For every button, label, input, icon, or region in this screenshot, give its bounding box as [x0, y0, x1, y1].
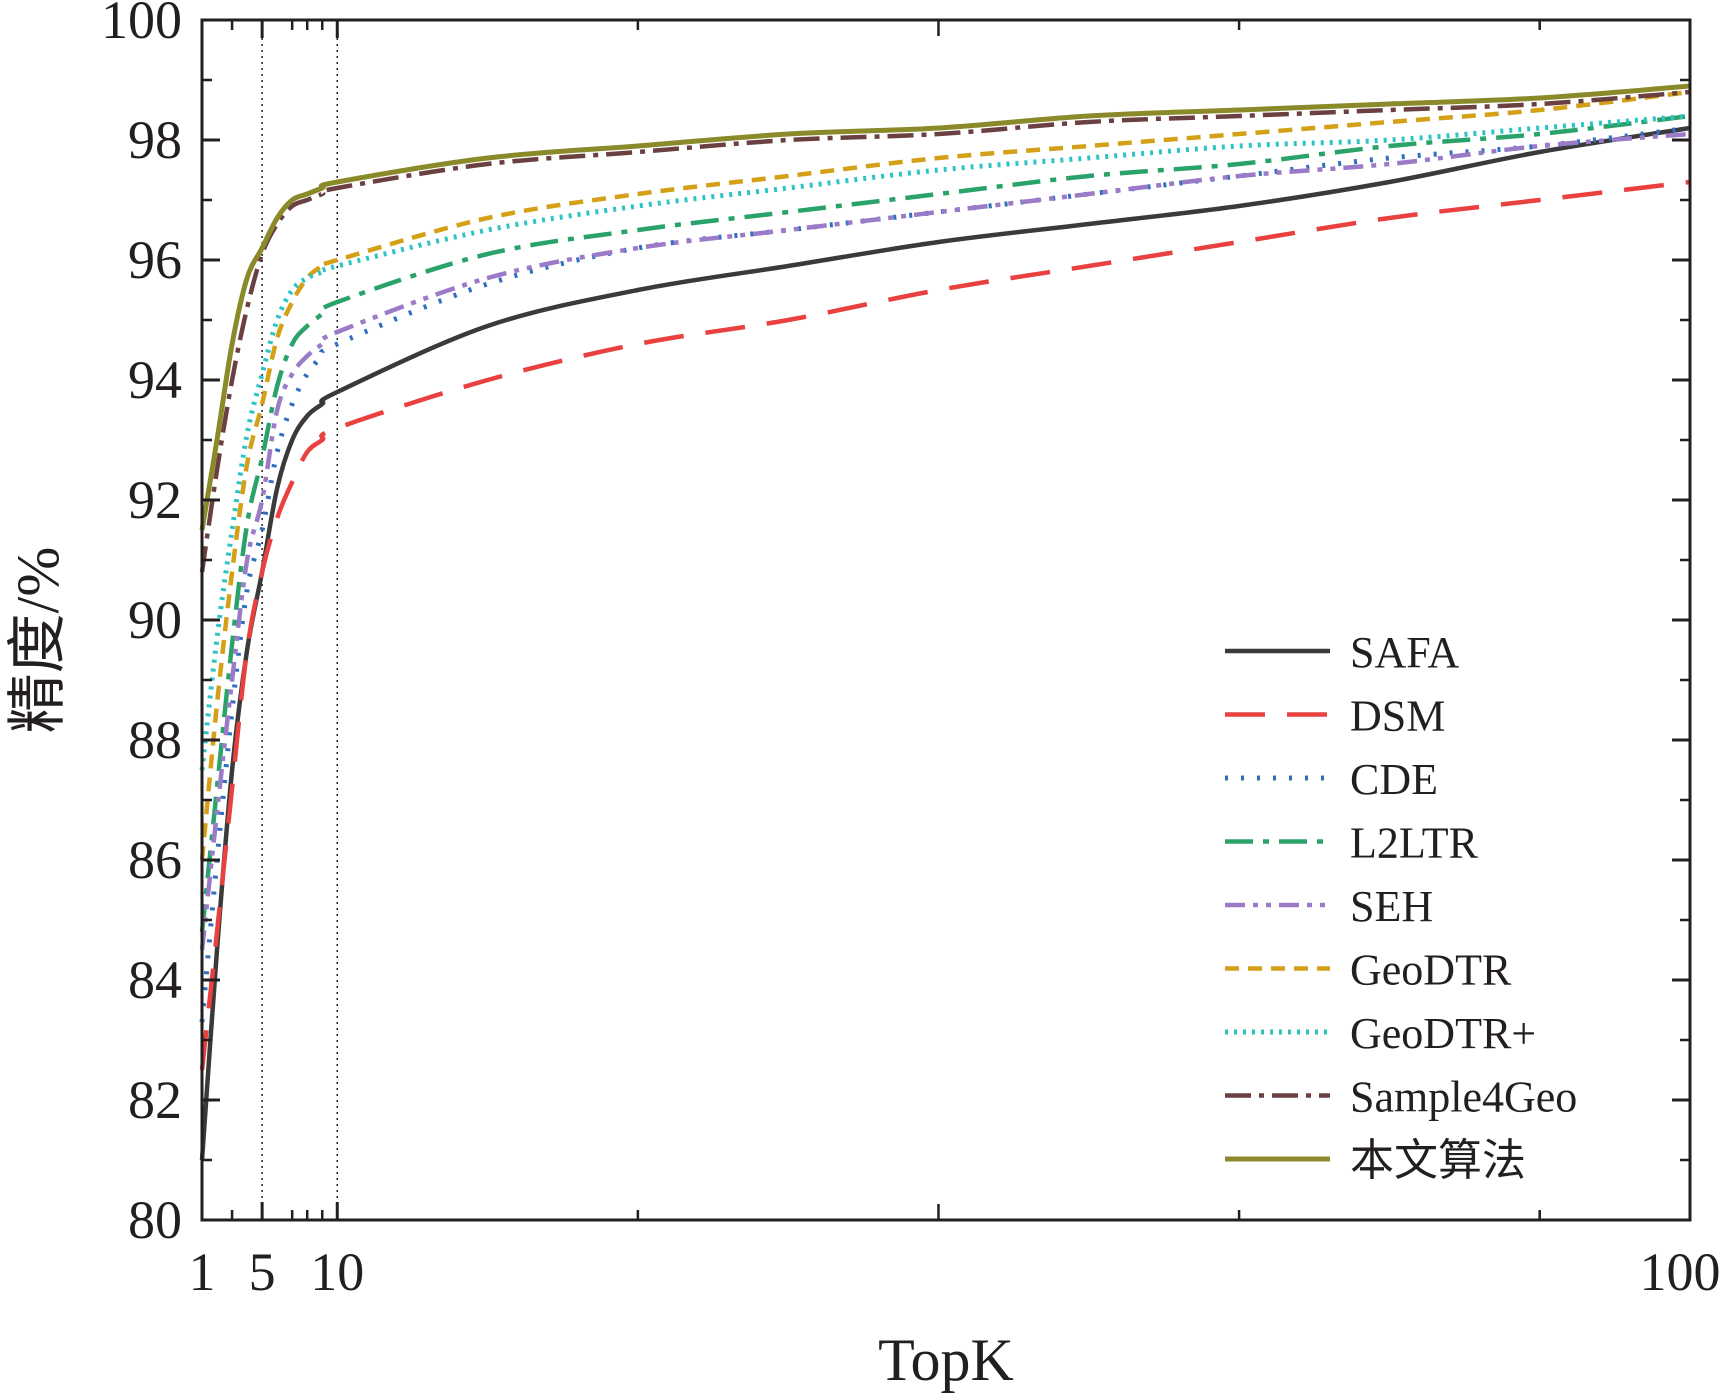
- x-tick-label: 10: [310, 1242, 364, 1302]
- y-tick-label: 94: [128, 350, 182, 410]
- y-tick-label: 82: [128, 1070, 182, 1130]
- legend-label: SAFA: [1350, 628, 1459, 677]
- series-line-6: [199, 89, 1691, 861]
- x-tick-label: 100: [1640, 1242, 1721, 1302]
- series-line-2: [199, 179, 1691, 1071]
- tick-labels: 80 82 84 86 88 90 92 94 96 98 100 1 5 10 100: [101, 0, 1721, 1302]
- legend-label: 本文算法: [1350, 1136, 1526, 1185]
- series-line-3: [199, 125, 1691, 1023]
- legend: SAFA DSM CDE L2LTR SEH GeoDTR GeoDTR+ Sample4Ge…: [1225, 628, 1577, 1185]
- series-line-1: [199, 125, 1691, 1161]
- legend-label: L2LTR: [1350, 819, 1479, 868]
- y-axis-title: 精度/%: [5, 547, 71, 734]
- series-line-8: [199, 89, 1691, 573]
- y-tick-label: 100: [101, 0, 182, 50]
- legend-label: CDE: [1350, 755, 1438, 804]
- x-tick-label: 1: [189, 1242, 216, 1302]
- series-line-4: [199, 113, 1691, 933]
- reference-lines: [261, 20, 339, 1220]
- series-layer: [199, 83, 1691, 1161]
- series-line-7: [199, 113, 1691, 771]
- legend-label: SEH: [1350, 882, 1433, 931]
- axis-ticks: [200, 18, 1692, 1222]
- x-tick-label: 5: [249, 1242, 276, 1302]
- series-line-5: [199, 131, 1691, 951]
- y-tick-label: 98: [128, 110, 182, 170]
- legend-label: GeoDTR+: [1350, 1009, 1536, 1058]
- y-tick-label: 90: [128, 590, 182, 650]
- legend-label: GeoDTR: [1350, 946, 1512, 995]
- x-axis-title: TopK: [878, 1327, 1014, 1393]
- series-line-9: [199, 83, 1691, 531]
- y-tick-label: 84: [128, 950, 182, 1010]
- y-tick-label: 96: [128, 230, 182, 290]
- y-tick-label: 92: [128, 470, 182, 530]
- y-tick-label: 88: [128, 710, 182, 770]
- legend-label: DSM: [1350, 692, 1445, 741]
- y-tick-label: 80: [128, 1190, 182, 1250]
- legend-label: Sample4Geo: [1350, 1073, 1577, 1122]
- y-tick-label: 86: [128, 830, 182, 890]
